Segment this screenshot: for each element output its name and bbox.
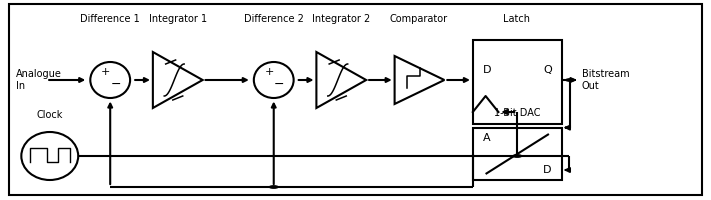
Text: D: D: [543, 165, 552, 175]
Text: Difference 2: Difference 2: [244, 14, 304, 24]
Text: Comparator: Comparator: [389, 14, 447, 24]
Text: Analogue
In: Analogue In: [16, 69, 62, 91]
Text: A: A: [483, 133, 491, 143]
Circle shape: [513, 155, 522, 157]
Text: +: +: [101, 67, 111, 77]
Bar: [473, 40, 562, 124]
Bar: [473, 128, 562, 180]
Circle shape: [566, 79, 574, 81]
Text: Integrator 2: Integrator 2: [312, 14, 370, 24]
Text: Latch: Latch: [503, 14, 530, 24]
Text: −: −: [111, 78, 121, 91]
Text: −: −: [274, 78, 284, 91]
Text: Difference 1: Difference 1: [80, 14, 140, 24]
Text: Bitstream
Out: Bitstream Out: [582, 69, 629, 91]
Text: Q: Q: [543, 65, 552, 75]
Circle shape: [269, 186, 278, 188]
Text: 1-Bit DAC: 1-Bit DAC: [494, 108, 540, 118]
Text: Clock: Clock: [36, 110, 63, 120]
Text: +: +: [264, 67, 274, 77]
Text: D: D: [483, 65, 491, 75]
Text: Integrator 1: Integrator 1: [149, 14, 207, 24]
